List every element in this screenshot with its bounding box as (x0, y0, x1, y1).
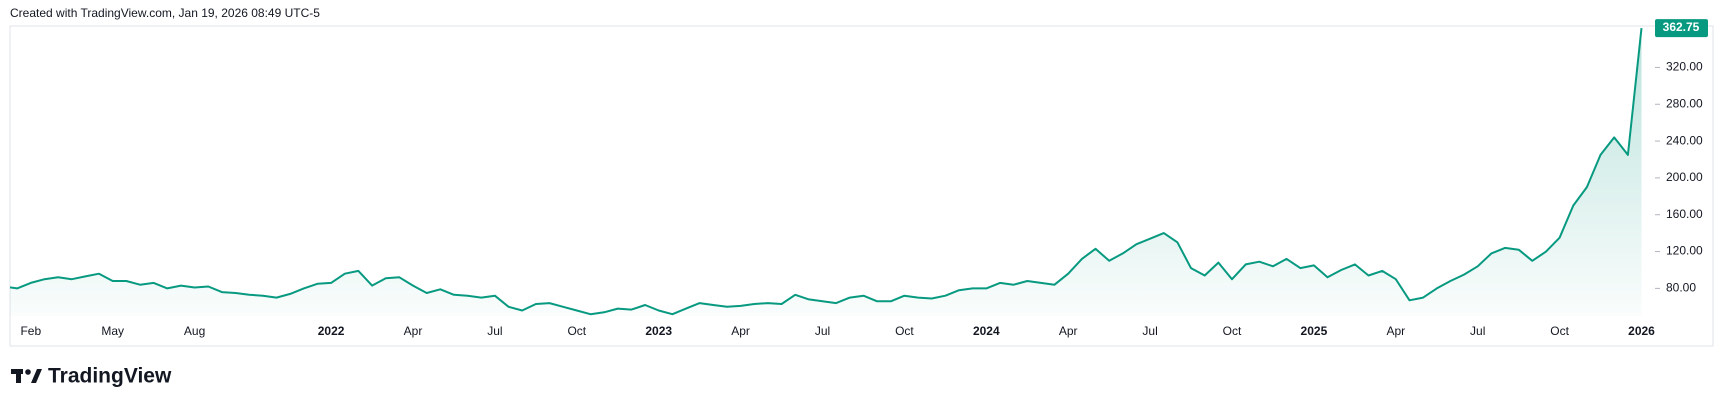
chart-frame (9, 25, 1714, 347)
x-tick-label: Oct (1223, 324, 1242, 338)
y-tick-label: 320.00 (1666, 60, 1703, 74)
y-tick-label: 80.00 (1666, 281, 1696, 295)
y-tick-label: 280.00 (1666, 96, 1703, 110)
x-tick-label: Jul (815, 324, 830, 338)
x-tick-label: 2026 (1628, 324, 1655, 338)
x-tick-label: Apr (731, 324, 750, 338)
y-tick-label: 200.00 (1666, 170, 1703, 184)
x-tick-label: Apr (1059, 324, 1078, 338)
x-tick-label: Apr (404, 324, 423, 338)
x-tick-label: Feb (20, 324, 41, 338)
area-fill (10, 28, 1642, 316)
y-tick-label: 240.00 (1666, 133, 1703, 147)
logo-icon (11, 369, 42, 383)
x-tick-label: Jul (1470, 324, 1485, 338)
logo-text: TradingView (48, 365, 172, 388)
x-tick-label: Aug (184, 324, 205, 338)
last-price-label: 362.75 (1663, 20, 1700, 34)
price-line (10, 27, 1643, 316)
x-tick-label: 2023 (645, 324, 672, 338)
x-tick-label: 2024 (973, 324, 1000, 338)
x-tick-label: Oct (567, 324, 586, 338)
y-tick-label: 160.00 (1666, 207, 1703, 221)
series (10, 27, 1643, 316)
x-tick-label: 2022 (318, 324, 345, 338)
x-tick-label: Jul (487, 324, 502, 338)
x-tick-label: Apr (1386, 324, 1405, 338)
x-tick-label: Oct (895, 324, 914, 338)
x-tick-label: 2025 (1301, 324, 1328, 338)
x-tick-label: Jul (1142, 324, 1157, 338)
header: Created with TradingView.com, Jan 19, 20… (10, 6, 320, 20)
x-tick-label: May (101, 324, 124, 338)
last-price-box (1655, 19, 1708, 38)
x-tick-label: Oct (1550, 324, 1569, 338)
y-tick-label: 120.00 (1666, 244, 1703, 258)
